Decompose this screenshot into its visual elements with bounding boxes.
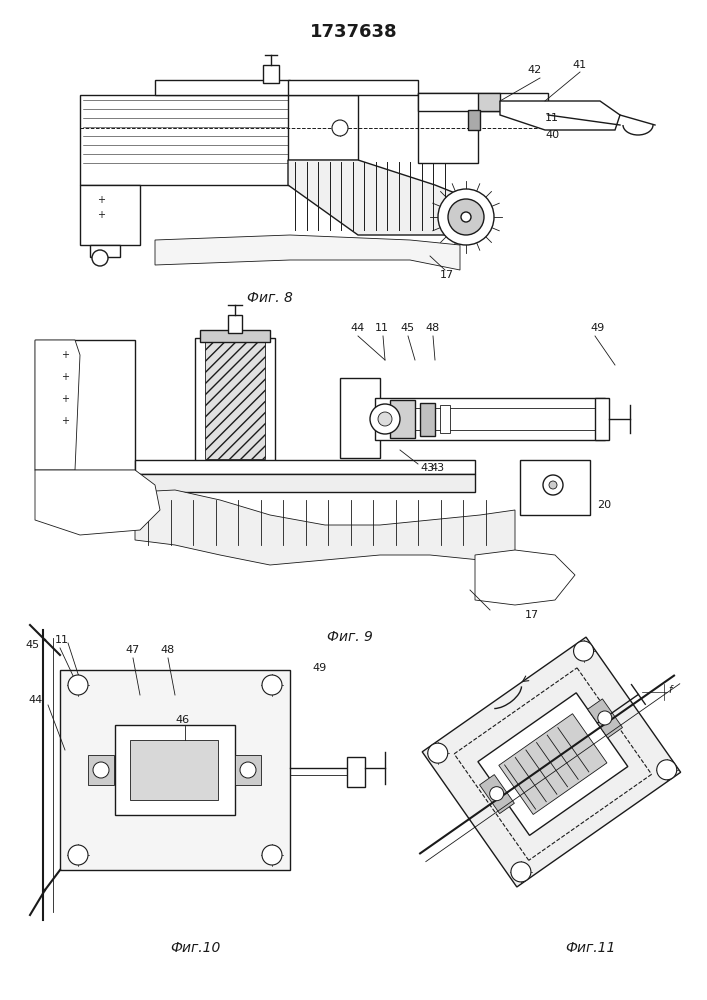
- Bar: [340, 378, 380, 458]
- Bar: [347, 757, 365, 787]
- Polygon shape: [35, 470, 160, 535]
- Text: Фиг.10: Фиг.10: [170, 941, 220, 955]
- Bar: [263, 65, 279, 83]
- Circle shape: [438, 189, 494, 245]
- Polygon shape: [288, 160, 460, 235]
- Circle shape: [370, 404, 400, 434]
- Bar: [80, 185, 140, 245]
- Polygon shape: [479, 775, 515, 814]
- Circle shape: [240, 762, 256, 778]
- Circle shape: [448, 199, 484, 235]
- Text: 43: 43: [420, 463, 434, 473]
- Bar: [135, 460, 475, 474]
- Bar: [90, 245, 120, 257]
- Text: 11: 11: [375, 323, 389, 333]
- Bar: [205, 342, 265, 459]
- Circle shape: [92, 250, 108, 266]
- Bar: [468, 110, 480, 130]
- Text: 1737638: 1737638: [310, 23, 397, 41]
- Bar: [100, 700, 250, 835]
- Bar: [80, 95, 290, 185]
- Text: +: +: [61, 394, 69, 404]
- Bar: [228, 315, 242, 333]
- Bar: [60, 670, 290, 870]
- Bar: [440, 405, 450, 433]
- Text: Фиг. 9: Фиг. 9: [327, 630, 373, 644]
- Circle shape: [332, 120, 348, 136]
- Circle shape: [93, 762, 109, 778]
- Text: 47: 47: [125, 645, 139, 655]
- Text: 17: 17: [525, 610, 539, 620]
- Text: 11: 11: [545, 113, 559, 123]
- Circle shape: [490, 787, 503, 801]
- Text: 49: 49: [590, 323, 604, 333]
- Text: 48: 48: [425, 323, 439, 333]
- Circle shape: [68, 675, 88, 695]
- Bar: [390, 400, 415, 438]
- Circle shape: [68, 845, 88, 865]
- Bar: [115, 725, 235, 815]
- Polygon shape: [135, 490, 515, 565]
- Bar: [135, 474, 475, 492]
- Text: Фиг.11: Фиг.11: [565, 941, 615, 955]
- Text: 20: 20: [597, 500, 611, 510]
- Text: f: f: [669, 685, 672, 695]
- Bar: [288, 95, 358, 160]
- Text: Фиг. 8: Фиг. 8: [247, 291, 293, 305]
- Circle shape: [262, 845, 282, 865]
- Text: 43: 43: [430, 463, 444, 473]
- Text: 41: 41: [572, 60, 586, 70]
- Polygon shape: [588, 699, 622, 738]
- Text: 44: 44: [28, 695, 42, 705]
- Polygon shape: [478, 693, 628, 835]
- Bar: [235, 755, 261, 785]
- Text: 46: 46: [175, 715, 189, 725]
- Polygon shape: [500, 101, 620, 130]
- Polygon shape: [499, 714, 607, 814]
- Bar: [200, 330, 270, 342]
- Circle shape: [262, 675, 282, 695]
- Bar: [418, 93, 478, 163]
- Text: 44: 44: [350, 323, 364, 333]
- Bar: [420, 403, 435, 436]
- Text: 11: 11: [55, 635, 69, 645]
- Text: 40: 40: [545, 130, 559, 140]
- Polygon shape: [155, 235, 460, 270]
- Text: +: +: [61, 416, 69, 426]
- Bar: [418, 93, 548, 111]
- Circle shape: [573, 641, 594, 661]
- Text: 45: 45: [400, 323, 414, 333]
- Bar: [288, 80, 418, 95]
- Bar: [155, 80, 290, 95]
- Text: 49: 49: [312, 663, 326, 673]
- Text: +: +: [97, 210, 105, 220]
- Circle shape: [511, 862, 531, 882]
- Text: 17: 17: [440, 270, 454, 280]
- Bar: [595, 398, 609, 440]
- Bar: [35, 340, 135, 470]
- Polygon shape: [35, 340, 80, 470]
- Circle shape: [378, 412, 392, 426]
- Polygon shape: [422, 637, 681, 887]
- Text: +: +: [97, 195, 105, 205]
- Circle shape: [549, 481, 557, 489]
- Bar: [195, 338, 275, 463]
- Text: 48: 48: [160, 645, 174, 655]
- Bar: [520, 460, 590, 515]
- Circle shape: [428, 743, 448, 763]
- Text: +: +: [61, 350, 69, 360]
- Text: +: +: [61, 372, 69, 382]
- Bar: [130, 740, 218, 800]
- Text: 45: 45: [25, 640, 39, 650]
- Bar: [478, 93, 500, 111]
- Polygon shape: [475, 550, 575, 605]
- Circle shape: [461, 212, 471, 222]
- Circle shape: [598, 711, 612, 725]
- Circle shape: [543, 475, 563, 495]
- Text: 42: 42: [527, 65, 542, 75]
- Bar: [88, 755, 114, 785]
- Bar: [375, 398, 605, 440]
- Circle shape: [657, 760, 677, 780]
